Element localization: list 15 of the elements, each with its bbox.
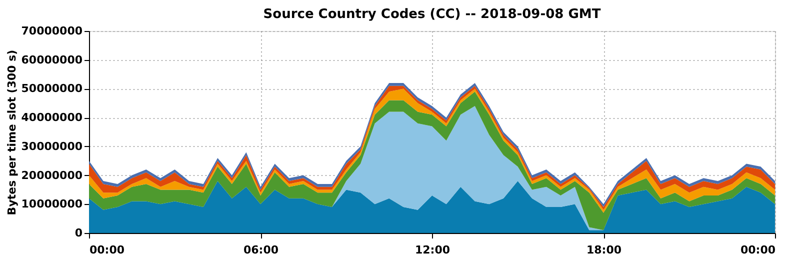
y-tick-label: 20000000 <box>21 168 83 182</box>
y-tick-label: 60000000 <box>21 53 83 66</box>
x-tick-label: 00:00 <box>90 244 125 256</box>
y-tick-label: 40000000 <box>21 111 83 124</box>
chart-title: Source Country Codes (CC) -- 2018-09-08 GMT <box>263 7 601 22</box>
x-tick-label: 06:00 <box>243 244 279 256</box>
y-axis-title: Bytes per time slot (300 s) <box>5 50 18 216</box>
y-tick-label: 70000000 <box>21 24 83 38</box>
y-tick-label: 30000000 <box>21 140 83 153</box>
y-tick-label: 0 <box>74 226 83 240</box>
x-tick-label: 00:00 <box>740 244 776 256</box>
x-tick-label: 18:00 <box>586 244 622 256</box>
y-tick-label: 50000000 <box>21 82 83 96</box>
x-tick-label: 12:00 <box>414 244 450 256</box>
y-tick-label: 10000000 <box>21 198 83 211</box>
